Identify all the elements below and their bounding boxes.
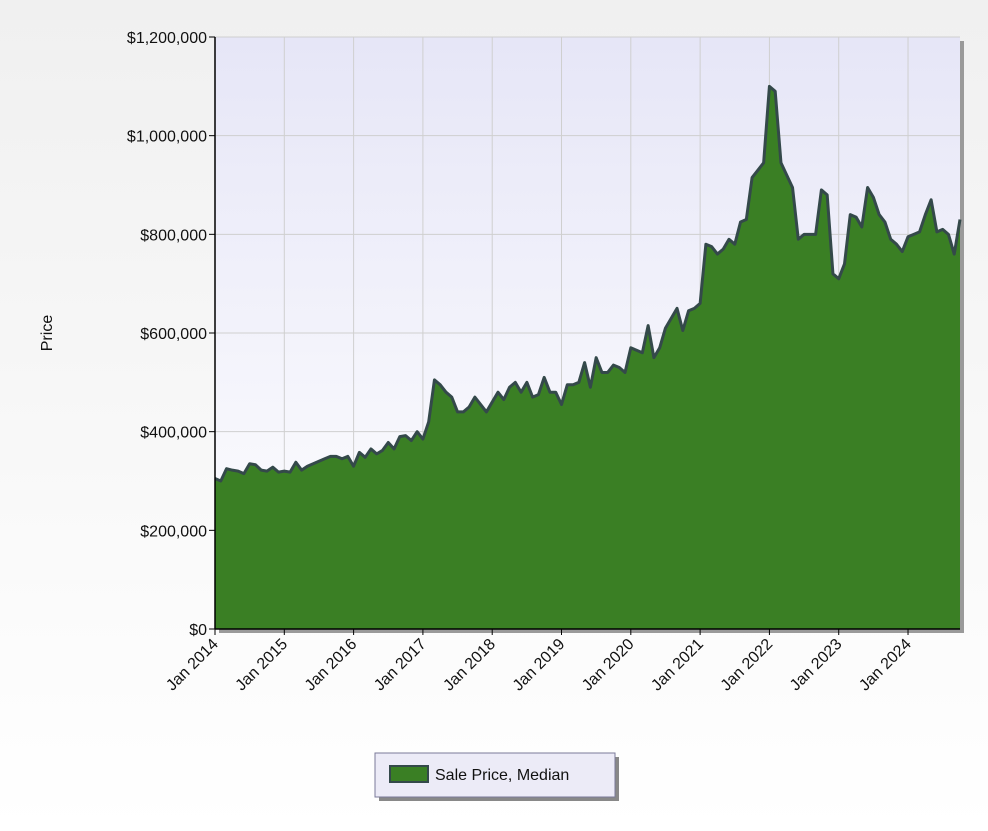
y-axis-label: Price bbox=[39, 315, 56, 352]
y-tick-label: $400,000 bbox=[140, 425, 207, 442]
area bbox=[215, 86, 960, 629]
y-tick-label: $0 bbox=[189, 622, 207, 639]
legend-swatch bbox=[389, 765, 429, 783]
legend-label: Sale Price, Median bbox=[435, 767, 569, 784]
area-outline bbox=[214, 84, 962, 483]
y-tick-label: $600,000 bbox=[140, 326, 207, 343]
y-tick-label: $800,000 bbox=[140, 227, 207, 244]
y-tick-label: $1,000,000 bbox=[127, 129, 207, 146]
y-tick-label: $200,000 bbox=[140, 523, 207, 540]
y-tick-label: $1,200,000 bbox=[127, 30, 207, 47]
